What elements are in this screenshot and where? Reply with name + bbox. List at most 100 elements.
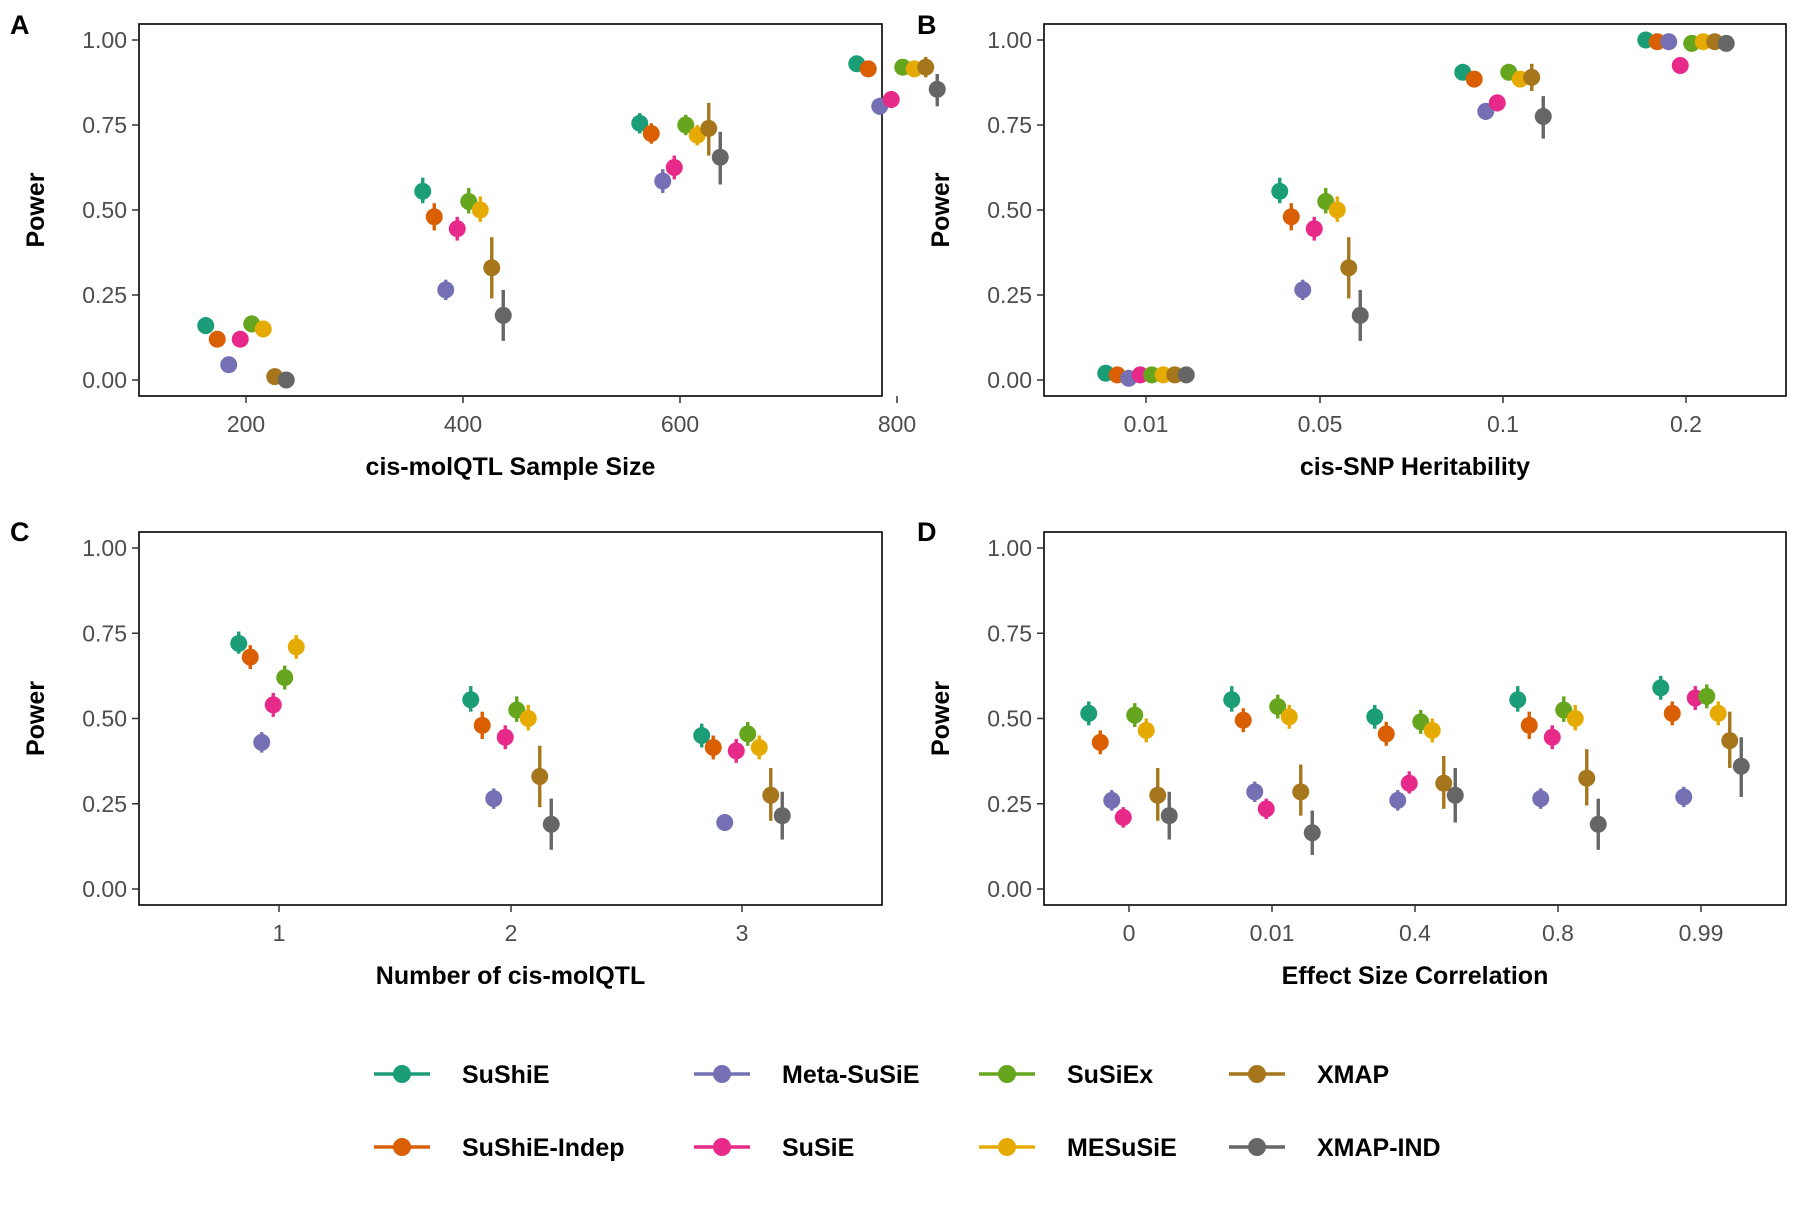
- data-point: [1709, 704, 1727, 722]
- data-point: [654, 172, 672, 190]
- data-point: [1523, 68, 1541, 86]
- legend: SuShiE SuShiE-Indep Meta-SuSiE SuSiE SuSiEx M…: [374, 1061, 1441, 1162]
- data-point: [1366, 708, 1384, 726]
- data-point: [700, 119, 718, 137]
- data-point: [1488, 94, 1506, 112]
- data-point: [264, 696, 282, 714]
- data-point: [1177, 366, 1195, 384]
- data-point: [448, 220, 466, 238]
- y-tick-label: 0.00: [82, 367, 127, 393]
- y-axis-title: Power: [22, 172, 50, 247]
- data-point: [1303, 824, 1321, 842]
- y-tick-label: 0.25: [82, 791, 127, 817]
- legend-label: SuShiE: [462, 1061, 550, 1089]
- data-point: [1257, 800, 1275, 818]
- x-tick-label: 0.4: [1399, 920, 1431, 946]
- data-point: [727, 742, 745, 760]
- data-point: [882, 91, 900, 108]
- legend-label: Meta-SuSiE: [782, 1061, 920, 1089]
- data-point: [1149, 786, 1167, 804]
- x-tick-label: 0.1: [1487, 411, 1519, 437]
- data-point: [1509, 691, 1527, 709]
- data-point: [241, 648, 259, 666]
- data-point: [425, 208, 443, 226]
- data-point: [1328, 201, 1346, 219]
- data-point: [665, 159, 683, 176]
- data-point: [276, 669, 294, 687]
- legend-key-point: [713, 1138, 731, 1156]
- panel-B: B 0.00 0.25 0.50 0.75 1.00 0.01 0.05 0.1 0.2 cis-S…: [917, 10, 1787, 481]
- data-point: [711, 148, 729, 166]
- data-point: [1400, 774, 1418, 792]
- y-axis-title: Power: [22, 681, 50, 756]
- data-point: [208, 330, 226, 348]
- data-point: [1340, 259, 1358, 277]
- data-point: [1578, 769, 1596, 787]
- data-point: [1234, 711, 1252, 729]
- y-tick-label: 0.00: [82, 876, 127, 902]
- data-point: [928, 80, 946, 98]
- y-tick-label: 1.00: [82, 27, 127, 53]
- data-point: [1446, 786, 1464, 804]
- data-point: [1271, 182, 1289, 200]
- data-point: [437, 281, 455, 299]
- y-tick-label: 1.00: [987, 27, 1032, 53]
- data-point: [1435, 774, 1453, 792]
- panel-A: A 0.00 0.25 0.50 0.75 1.00 200 400 600 800 cis-mol…: [10, 10, 946, 481]
- data-point: [693, 727, 711, 745]
- data-point: [1660, 33, 1678, 51]
- y-tick-label: 0.75: [987, 112, 1032, 138]
- legend-key-point: [393, 1138, 411, 1156]
- data-point: [1137, 721, 1155, 739]
- x-tick-label: 800: [878, 411, 916, 437]
- data-point: [762, 786, 780, 804]
- y-axis-title: Power: [927, 172, 955, 247]
- y-tick-label: 0.00: [987, 876, 1032, 902]
- data-point: [917, 58, 935, 76]
- data-point: [230, 634, 248, 652]
- panel-D: D 0.00 0.25 0.50 0.75 1.00 0 0.01 0.4 0.8 0.99 Effe…: [917, 517, 1787, 990]
- data-point: [1423, 721, 1441, 739]
- x-axis-title: cis-SNP Heritability: [1300, 453, 1530, 481]
- data-point: [1305, 220, 1323, 238]
- data-point: [704, 738, 722, 756]
- data-point: [739, 725, 757, 743]
- y-tick-label: 1.00: [987, 535, 1032, 561]
- data-point: [1294, 281, 1312, 299]
- data-point: [414, 182, 432, 200]
- legend-label: XMAP: [1317, 1061, 1389, 1089]
- data-point: [1543, 728, 1561, 746]
- y-tick-label: 0.00: [987, 367, 1032, 393]
- data-point: [1280, 708, 1298, 726]
- data-point: [1351, 306, 1369, 324]
- data-point: [1675, 788, 1693, 806]
- data-point: [1246, 783, 1264, 801]
- data-point: [631, 114, 649, 132]
- data-point: [519, 710, 537, 727]
- data-point: [1721, 732, 1739, 750]
- legend-key-point: [1248, 1065, 1266, 1083]
- y-tick-label: 0.75: [82, 620, 127, 646]
- plot-frame: [138, 531, 883, 906]
- data-point: [542, 815, 560, 833]
- y-tick-label: 0.50: [82, 706, 127, 732]
- data-point: [1663, 704, 1681, 722]
- data-point: [1566, 710, 1584, 727]
- data-point: [231, 330, 249, 348]
- data-point: [531, 767, 549, 785]
- data-point: [716, 814, 734, 832]
- y-tick-label: 0.50: [82, 197, 127, 223]
- data-point: [1652, 679, 1670, 697]
- data-point: [750, 738, 768, 756]
- y-tick-label: 0.25: [987, 791, 1032, 817]
- data-point: [1103, 791, 1121, 809]
- data-point: [1465, 70, 1483, 88]
- y-tick-label: 0.50: [987, 706, 1032, 732]
- data-point: [1282, 208, 1300, 226]
- data-point: [677, 116, 695, 134]
- data-point: [494, 306, 512, 324]
- legend-key-point: [998, 1065, 1016, 1083]
- x-tick-label: 1: [273, 920, 286, 946]
